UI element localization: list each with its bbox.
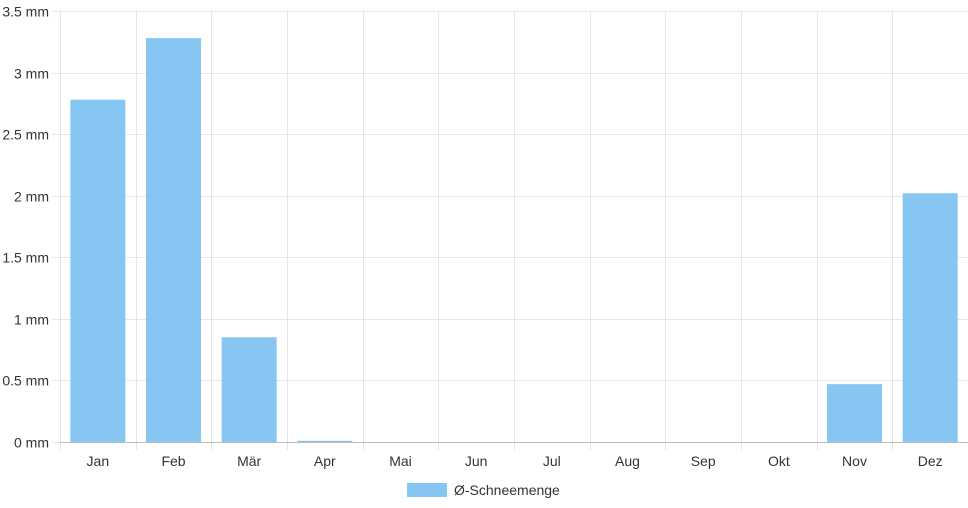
legend[interactable]: Ø-Schneemenge: [407, 482, 560, 498]
x-tick-label: Jan: [87, 453, 110, 469]
x-axis: Jan Feb Mär Apr Mai Jun Jul Aug Sep Okt Nov Dez: [60, 442, 968, 469]
x-tick-label: Okt: [768, 453, 790, 469]
y-tick-label: 1.5 mm: [2, 250, 49, 266]
bar-apr: [297, 440, 353, 442]
y-tick-label: 3 mm: [14, 66, 49, 82]
bars: [70, 38, 958, 443]
bar-nov: [827, 384, 882, 442]
x-tick-label: Jun: [465, 453, 488, 469]
x-tick-label: Apr: [314, 453, 336, 469]
y-tick-label: 2.5 mm: [2, 127, 49, 143]
x-tick-label: Jul: [543, 453, 561, 469]
y-axis: 0 mm 0.5 mm 1 mm 1.5 mm 2 mm 2.5 mm 3 mm 3.5 mm: [2, 4, 49, 451]
y-tick-label: 1 mm: [14, 312, 49, 328]
x-tick-label: Mai: [389, 453, 412, 469]
bar-jan: [70, 99, 126, 443]
y-tick-label: 0.5 mm: [2, 373, 49, 389]
x-tick-label: Feb: [161, 453, 185, 469]
x-tick-label: Aug: [615, 453, 640, 469]
y-tick-label: 0 mm: [14, 435, 49, 451]
x-tick-label: Dez: [918, 453, 943, 469]
y-tick-label: 3.5 mm: [2, 4, 49, 20]
bar-feb: [146, 38, 201, 442]
legend-label: Ø-Schneemenge: [454, 482, 560, 498]
bar-dez: [902, 193, 958, 442]
grid: [52, 11, 968, 450]
bar-mär: [221, 337, 277, 442]
legend-swatch: [407, 483, 447, 497]
x-tick-label: Sep: [691, 453, 716, 469]
x-tick-label: Mär: [237, 453, 261, 469]
x-tick-label: Nov: [842, 453, 867, 469]
y-tick-label: 2 mm: [14, 189, 49, 205]
